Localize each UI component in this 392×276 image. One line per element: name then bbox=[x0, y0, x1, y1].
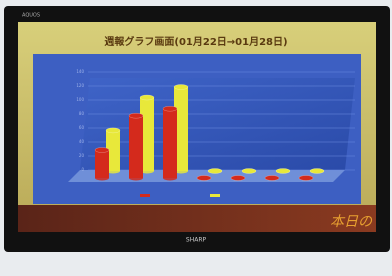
bar-cap bbox=[265, 176, 279, 181]
bar-cap bbox=[163, 106, 177, 111]
bar-cap bbox=[299, 176, 313, 181]
brand-top: AQUOS bbox=[22, 13, 40, 19]
bar bbox=[129, 116, 143, 178]
legend-swatch bbox=[210, 194, 220, 197]
bar-cap bbox=[95, 148, 109, 153]
bar-cap bbox=[140, 95, 154, 100]
y-tick-label: 140 bbox=[76, 69, 84, 74]
chart-title: 週報グラフ画面(01月22日→01月28日) bbox=[104, 35, 287, 48]
ticker-bar bbox=[18, 205, 376, 232]
y-tick-label: 80 bbox=[79, 111, 85, 116]
bar bbox=[95, 150, 109, 178]
page: AQUOS SHARP 本日の 週報グラフ画面(01月22日→01月28日) 0… bbox=[0, 0, 392, 272]
tv-photo: AQUOS SHARP 本日の 週報グラフ画面(01月22日→01月28日) 0… bbox=[0, 0, 392, 272]
y-tick-label: 120 bbox=[76, 83, 84, 88]
bar-cap bbox=[174, 85, 188, 90]
bar-cap bbox=[197, 176, 211, 181]
bar-cap bbox=[276, 169, 290, 174]
bar-cap bbox=[208, 169, 222, 174]
y-tick-label: 40 bbox=[79, 139, 85, 144]
ticker-text: 本日の bbox=[330, 214, 373, 230]
legend-swatch bbox=[140, 194, 150, 197]
bar-cap bbox=[310, 169, 324, 174]
bar-cap bbox=[242, 169, 256, 174]
y-tick-label: 20 bbox=[79, 153, 85, 158]
y-tick-label: 100 bbox=[76, 97, 84, 102]
y-tick-label: 60 bbox=[79, 125, 85, 130]
bar-cap bbox=[129, 113, 143, 118]
bar-cap bbox=[231, 176, 245, 181]
brand-bottom: SHARP bbox=[186, 237, 207, 244]
bar bbox=[163, 109, 177, 178]
bar-cap bbox=[106, 128, 120, 133]
